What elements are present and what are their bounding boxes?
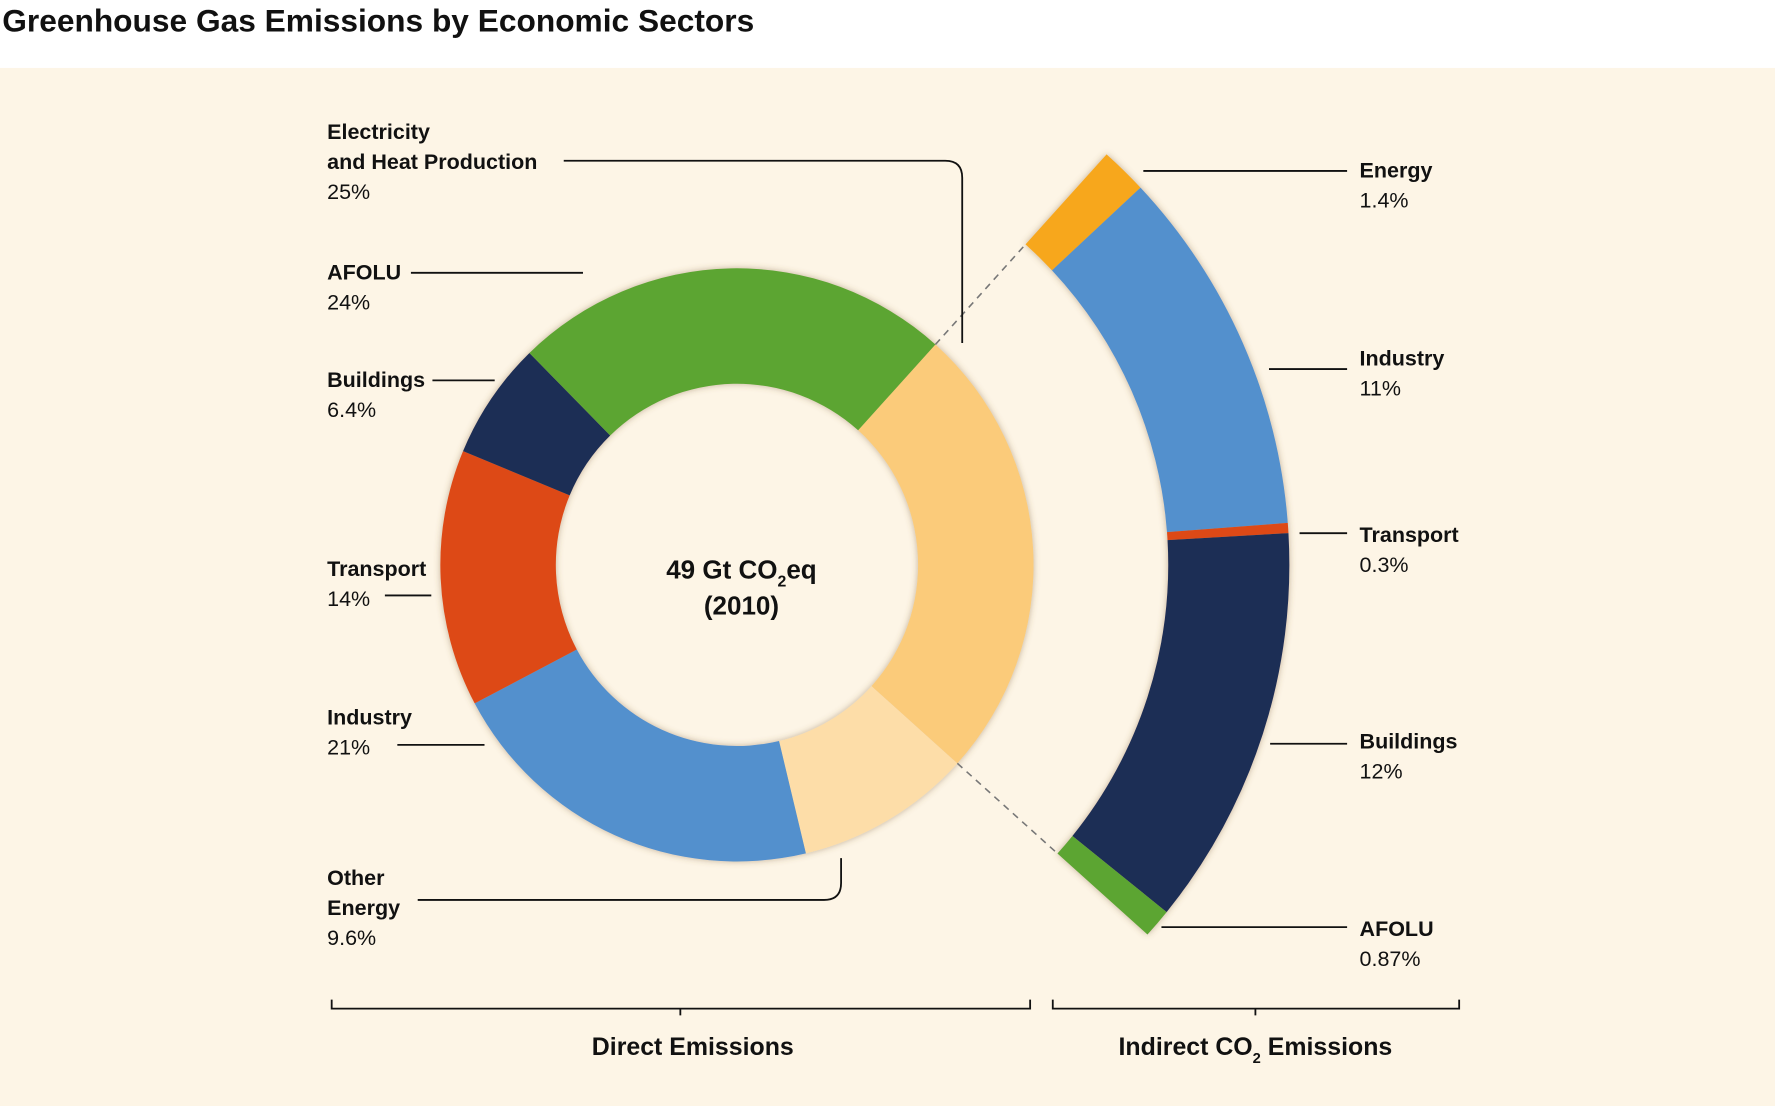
direct-segment-industry bbox=[474, 649, 806, 862]
label-indirect-transport: Transport 0.3% bbox=[1360, 523, 1459, 577]
label-direct-other-energy: Other Energy 9.6% bbox=[327, 866, 400, 950]
label-name: Industry bbox=[1360, 347, 1445, 371]
label-name: Industry bbox=[327, 706, 412, 730]
label-value: 0.87% bbox=[1360, 947, 1421, 971]
label-direct-transport: Transport 14% bbox=[327, 557, 426, 611]
label-value: 12% bbox=[1360, 759, 1403, 783]
center-year-label: (2010) bbox=[704, 591, 779, 621]
label-direct-electricity-and-heat-production: Electricity and Heat Production 25% bbox=[327, 120, 537, 204]
direct-bracket bbox=[330, 999, 1032, 1016]
indirect-segment-industry bbox=[1052, 187, 1288, 533]
direct-emissions-donut bbox=[440, 268, 1034, 862]
direct-group-label: Direct Emissions bbox=[592, 1033, 794, 1061]
label-value: 6.4% bbox=[327, 398, 376, 422]
direct-labels: Electricity and Heat Production 25% Other En… bbox=[327, 120, 537, 950]
label-name: Buildings bbox=[1360, 729, 1458, 753]
label-name: Energy bbox=[1360, 159, 1433, 183]
label-name: Buildings bbox=[327, 368, 425, 392]
label-value: 1.4% bbox=[1360, 189, 1409, 213]
indirect-segment-afolu bbox=[1057, 835, 1167, 935]
leader-electricity bbox=[563, 159, 964, 344]
label-name: Other bbox=[327, 866, 385, 890]
indirect-segment-buildings bbox=[1072, 533, 1290, 913]
plot-background bbox=[0, 67, 1775, 1106]
label-name: Transport bbox=[327, 557, 426, 581]
label-direct-buildings: Buildings 6.4% bbox=[327, 368, 425, 422]
indirect-group-label: Indirect CO2 Emissions bbox=[1119, 1033, 1393, 1067]
label-name: AFOLU bbox=[327, 261, 401, 285]
label-value: 25% bbox=[327, 180, 370, 204]
direct-segment-buildings bbox=[463, 352, 611, 496]
label-name: Transport bbox=[1360, 523, 1459, 547]
label-name: AFOLU bbox=[1360, 917, 1434, 941]
chart-title: Greenhouse Gas Emissions by Economic Sec… bbox=[2, 3, 754, 39]
label-indirect-industry: Industry 11% bbox=[1360, 347, 1445, 401]
indirect-segment-transport bbox=[1166, 522, 1289, 541]
label-name: Energy bbox=[327, 896, 400, 920]
label-indirect-buildings: Buildings 12% bbox=[1360, 729, 1458, 783]
label-value: 11% bbox=[1360, 377, 1401, 401]
indirect-segment-energy bbox=[1025, 154, 1141, 271]
indirect-labels: Energy 1.4% Industry 11% Transport 0.3% Buildi… bbox=[1360, 159, 1459, 971]
label-value: 21% bbox=[327, 735, 370, 759]
label-direct-afolu: AFOLU 24% bbox=[327, 261, 401, 315]
label-indirect-afolu: AFOLU 0.87% bbox=[1360, 917, 1434, 971]
connector-top bbox=[934, 243, 1027, 346]
indirect-emissions-arc bbox=[1025, 154, 1290, 935]
label-name: and Heat Production bbox=[327, 150, 537, 174]
indirect-bracket bbox=[1051, 999, 1461, 1016]
direct-segment-other-energy bbox=[779, 686, 958, 854]
label-value: 24% bbox=[327, 291, 370, 315]
label-value: 0.3% bbox=[1360, 553, 1409, 577]
label-value: 14% bbox=[327, 587, 370, 611]
direct-segment-electricity-and-heat-production bbox=[858, 344, 1034, 764]
direct-segment-afolu bbox=[529, 268, 936, 436]
label-indirect-energy: Energy 1.4% bbox=[1360, 159, 1433, 213]
direct-segment-transport bbox=[440, 451, 577, 704]
label-name: Electricity bbox=[327, 120, 430, 144]
connector-bottom bbox=[956, 762, 1058, 855]
label-direct-industry: Industry 21% bbox=[327, 706, 412, 760]
center-total-label: 49 Gt CO2eq bbox=[666, 554, 817, 590]
label-value: 9.6% bbox=[327, 926, 376, 950]
leader-other-energy bbox=[417, 858, 842, 901]
leader-lines bbox=[384, 159, 1348, 929]
